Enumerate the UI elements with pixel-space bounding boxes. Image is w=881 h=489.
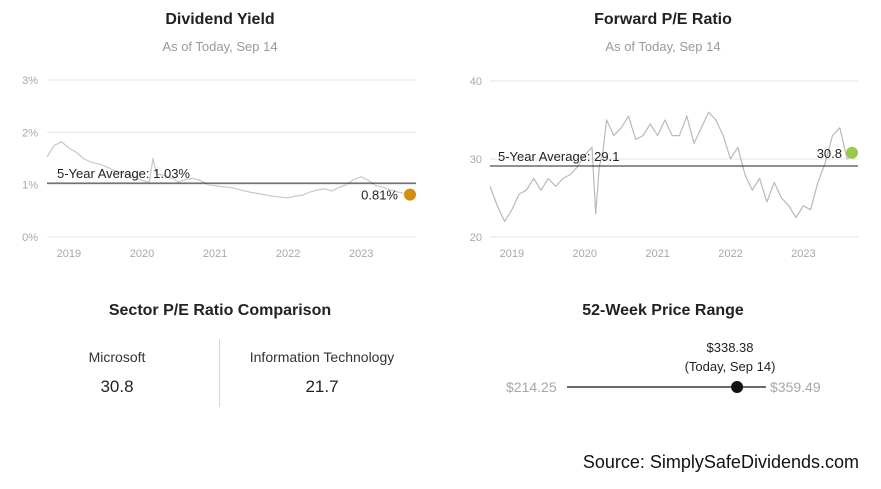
y-tick-label: 20 <box>470 232 482 244</box>
current-price-marker <box>731 381 744 393</box>
y-tick-label: 3% <box>22 75 38 87</box>
sector-pe-value: 21.7 <box>305 377 339 396</box>
current-value-label: 0.81% <box>361 188 398 203</box>
sector-divider <box>219 339 220 407</box>
sector-label: Information Technology <box>249 349 395 365</box>
series-line <box>489 111 855 222</box>
y-tick-label: 1% <box>22 180 38 192</box>
current-price: $338.38 <box>706 340 754 355</box>
forward-pe-subtitle: As of Today, Sep 14 <box>605 39 721 54</box>
y-tick-label: 2% <box>22 127 38 139</box>
current-value-marker <box>846 146 858 159</box>
current-value-label: 30.8 <box>817 146 842 161</box>
series-line <box>46 141 413 199</box>
forward-pe-title: Forward P/E Ratio <box>594 11 732 28</box>
x-tick-label: 2021 <box>203 248 227 260</box>
dividend-yield-subtitle: As of Today, Sep 14 <box>162 39 278 54</box>
range-low: $214.25 <box>506 379 557 395</box>
x-tick-label: 2022 <box>718 248 742 260</box>
x-tick-label: 2019 <box>57 248 81 260</box>
company-label: Microsoft <box>88 349 146 365</box>
y-tick-label: 30 <box>470 154 482 166</box>
x-tick-label: 2021 <box>645 248 669 260</box>
average-label: 5-Year Average: 29.1 <box>498 149 619 164</box>
x-tick-label: 2023 <box>349 248 373 260</box>
x-tick-label: 2020 <box>572 248 596 260</box>
x-tick-label: 2019 <box>500 248 524 260</box>
x-tick-label: 2020 <box>130 248 154 260</box>
y-tick-label: 0% <box>22 232 38 244</box>
average-label: 5-Year Average: 1.03% <box>57 166 190 181</box>
current-value-marker <box>404 188 416 201</box>
current-price-note: (Today, Sep 14) <box>684 359 776 374</box>
company-pe-value: 30.8 <box>100 377 134 396</box>
price-range-title: 52-Week Price Range <box>582 302 744 319</box>
x-tick-label: 2023 <box>791 248 815 260</box>
source-credit: Source: SimplySafeDividends.com <box>582 452 859 472</box>
x-tick-label: 2022 <box>276 248 300 260</box>
dividend-yield-title: Dividend Yield <box>165 11 275 28</box>
range-high: $359.49 <box>770 379 821 395</box>
y-tick-label: 40 <box>470 76 482 88</box>
sector-comparison-title: Sector P/E Ratio Comparison <box>108 302 332 319</box>
